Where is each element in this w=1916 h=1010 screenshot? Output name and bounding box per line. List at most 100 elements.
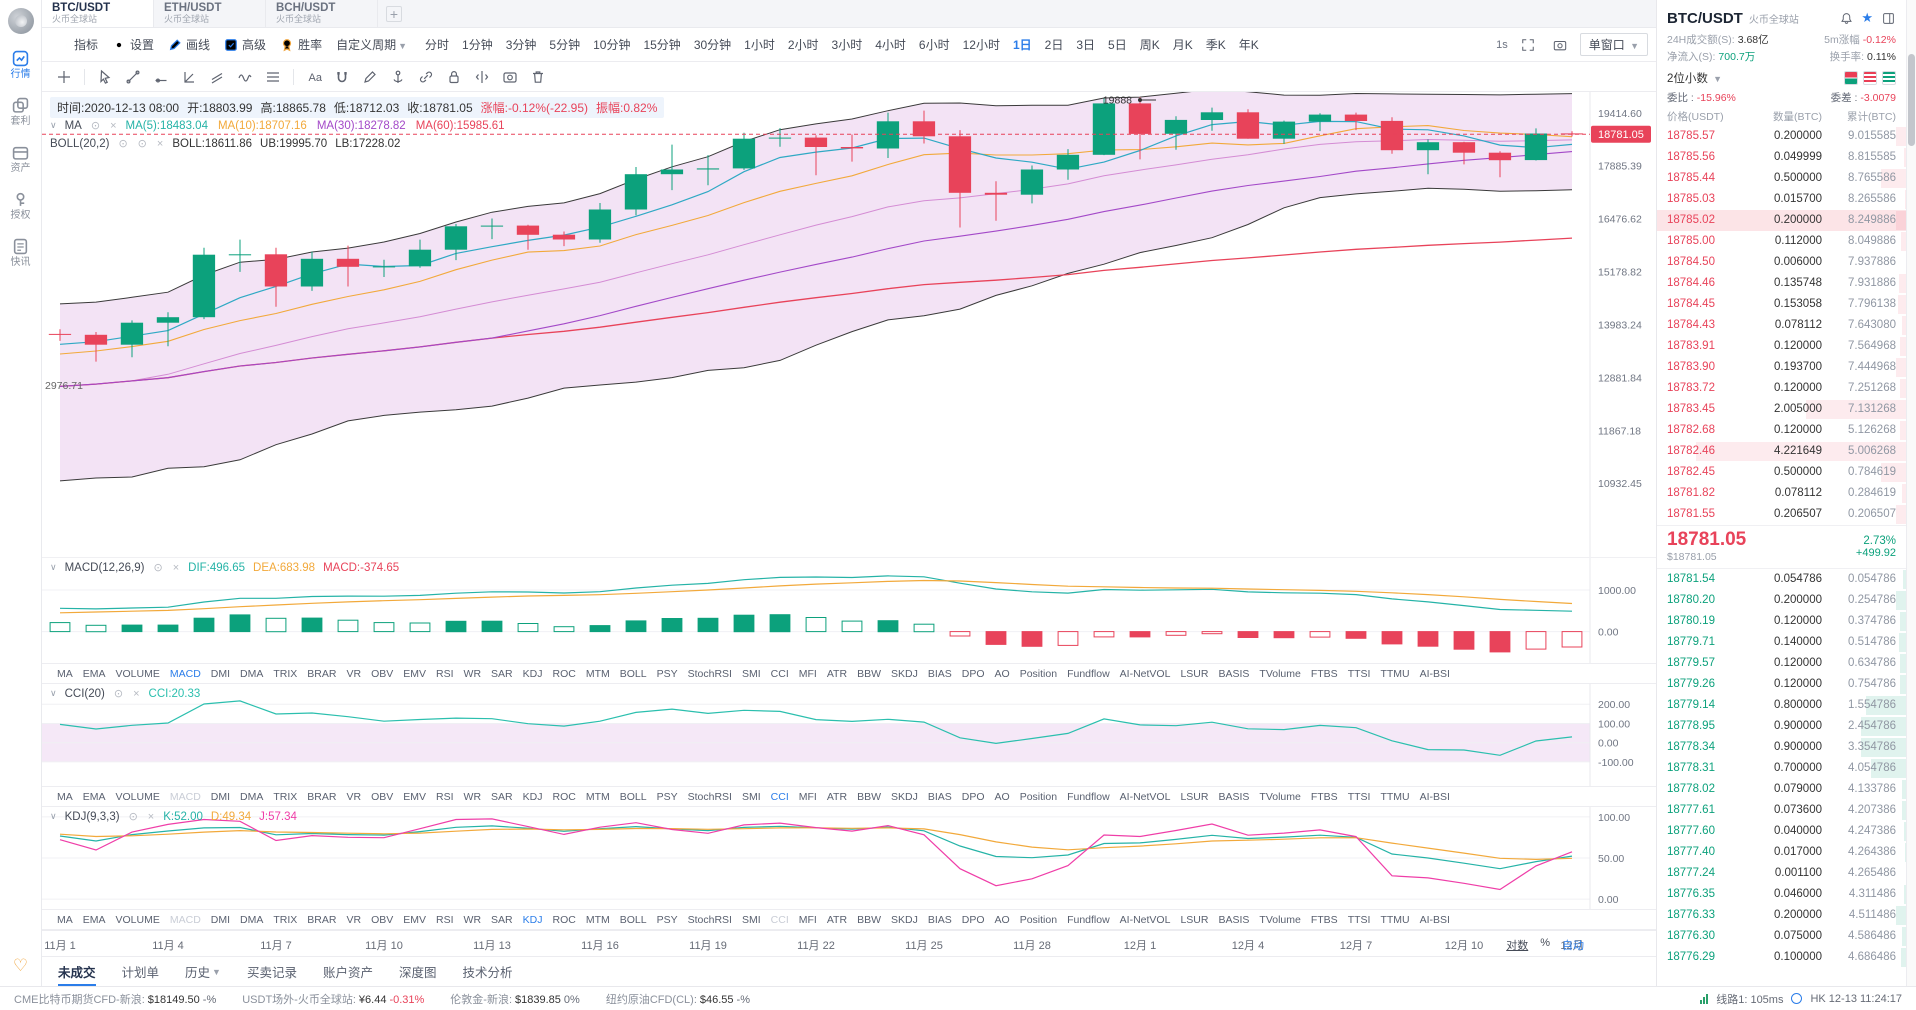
indicator-tab-MFI[interactable]: MFI xyxy=(798,913,817,926)
line-latency[interactable]: 线路1: 105ms xyxy=(1716,993,1784,1006)
fib-lines-icon[interactable] xyxy=(261,66,285,88)
candlestick-chart[interactable]: 19414.60 17885.39 16476.62 15178.82 13983.24… xyxy=(42,88,1656,557)
favorite-star-icon[interactable]: ★ xyxy=(1861,10,1873,25)
close-icon[interactable]: × xyxy=(133,687,140,700)
settings-dot-icon[interactable]: ⊙ xyxy=(137,138,147,150)
sidebar-item-authorize[interactable]: 授权 xyxy=(11,191,31,221)
indicator-tab-AI-NetVOL[interactable]: AI-NetVOL xyxy=(1119,913,1171,926)
ask-row[interactable]: 18785.57 0.200000 9.015585 xyxy=(1657,126,1906,147)
bid-row[interactable]: 18777.60 0.040000 4.247386 xyxy=(1657,821,1906,842)
link-icon[interactable] xyxy=(414,66,438,88)
indicator-tab-TVolume[interactable]: TVolume xyxy=(1259,913,1301,926)
ask-row[interactable]: 18782.68 0.120000 5.126268 xyxy=(1657,420,1906,441)
bid-row[interactable]: 18780.19 0.120000 0.374786 xyxy=(1657,611,1906,632)
indicator-tab-MTM[interactable]: MTM xyxy=(585,913,610,926)
indicator-tab-WR[interactable]: WR xyxy=(463,790,482,803)
ask-row[interactable]: 18783.72 0.120000 7.251268 xyxy=(1657,378,1906,399)
book-mode-both-icon[interactable] xyxy=(1844,70,1858,85)
indicator-tab-RSI[interactable]: RSI xyxy=(436,790,454,803)
screenshot-icon[interactable] xyxy=(1548,34,1572,56)
indicator-tab-MACD[interactable]: MACD xyxy=(169,790,201,803)
bottom-tab-计划单[interactable]: 计划单 xyxy=(121,966,160,980)
indicator-tab-EMA[interactable]: EMA xyxy=(82,790,106,803)
indicator-tab-AI-BSI[interactable]: AI-BSI xyxy=(1419,790,1450,803)
pen-icon[interactable] xyxy=(358,66,382,88)
ask-row[interactable]: 18782.45 0.500000 0.784619 xyxy=(1657,462,1906,483)
close-icon[interactable]: × xyxy=(110,119,117,132)
bottom-tab-账户资产[interactable]: 账户资产 xyxy=(322,966,373,980)
add-symbol-tab-button[interactable]: + xyxy=(386,5,402,22)
indicator-tab-Position[interactable]: Position xyxy=(1019,667,1058,680)
indicator-tab-Position[interactable]: Position xyxy=(1019,913,1058,926)
indicator-tab-BIAS[interactable]: BIAS xyxy=(927,667,952,680)
ask-row[interactable]: 18785.56 0.049999 8.815585 xyxy=(1657,147,1906,168)
bid-row[interactable]: 18779.71 0.140000 0.514786 xyxy=(1657,632,1906,653)
status-quote[interactable]: 伦敦金-新浪: $1839.85 0% xyxy=(450,993,580,1006)
period-2日[interactable]: 2日 xyxy=(1044,38,1064,52)
ask-row[interactable]: 18782.46 4.221649 5.006268 xyxy=(1657,441,1906,462)
macd-chart[interactable]: 1000.00 0.00 xyxy=(42,558,1656,663)
indicator-tab-CCI[interactable]: CCI xyxy=(770,667,789,680)
indicator-tab-ATR[interactable]: ATR xyxy=(826,790,848,803)
indicator-tab-KDJ[interactable]: KDJ xyxy=(522,790,543,803)
ask-row[interactable]: 18783.90 0.193700 7.444968 xyxy=(1657,357,1906,378)
eye-icon[interactable]: ⊙ xyxy=(153,562,163,574)
indicator-tab-TRIX[interactable]: TRIX xyxy=(273,790,298,803)
indicator-tab-DMA[interactable]: DMA xyxy=(240,790,264,803)
ray-icon[interactable] xyxy=(149,66,173,88)
period-周K[interactable]: 周K xyxy=(1139,38,1160,52)
period-3分钟[interactable]: 3分钟 xyxy=(505,38,537,52)
period-4小时[interactable]: 4小时 xyxy=(875,38,906,52)
symbol-tab-ETH-USDT[interactable]: ETH/USDT 火币全球站 xyxy=(154,0,266,27)
bottom-tab-买卖记录[interactable]: 买卖记录 xyxy=(246,966,297,980)
angle-icon[interactable] xyxy=(177,66,201,88)
bid-row[interactable]: 18778.02 0.079000 4.133786 xyxy=(1657,779,1906,800)
indicator-tab-AI-NetVOL[interactable]: AI-NetVOL xyxy=(1119,667,1171,680)
indicator-tab-VR[interactable]: VR xyxy=(346,790,362,803)
settings-button[interactable]: 设置 xyxy=(106,36,160,53)
cci-chart[interactable]: 200.00 100.00 0.00 -100.00 xyxy=(42,684,1656,786)
indicator-tab-MA[interactable]: MA xyxy=(57,913,73,926)
indicator-tab-AI-BSI[interactable]: AI-BSI xyxy=(1419,913,1450,926)
indicator-tab-DPO[interactable]: DPO xyxy=(961,667,985,680)
indicator-tab-BRAR[interactable]: BRAR xyxy=(307,667,337,680)
lock-icon[interactable] xyxy=(442,66,466,88)
bid-row[interactable]: 18778.31 0.700000 4.054786 xyxy=(1657,758,1906,779)
period-1日[interactable]: 1日 xyxy=(1012,38,1032,52)
panel-layout-icon[interactable] xyxy=(1880,7,1896,29)
window-mode-dropdown[interactable]: 单窗口 ▼ xyxy=(1579,33,1648,56)
indicator-tab-FTBS[interactable]: FTBS xyxy=(1310,790,1338,803)
indicator-tab-AI-BSI[interactable]: AI-BSI xyxy=(1419,667,1450,680)
pointer-icon[interactable] xyxy=(93,66,117,88)
decimals-dropdown[interactable]: 2位小数 ▼ xyxy=(1667,72,1723,85)
mirror-icon[interactable] xyxy=(470,66,494,88)
indicator-tab-MA[interactable]: MA xyxy=(57,667,73,680)
indicator-tab-SAR[interactable]: SAR xyxy=(491,913,513,926)
period-1分钟[interactable]: 1分钟 xyxy=(462,38,493,52)
kdj-pane[interactable]: 100.00 50.00 0.00 ∨ KDJ(9,3,3) ⊙ × K:52.00… xyxy=(42,807,1656,909)
indicator-tab-BASIS[interactable]: BASIS xyxy=(1218,667,1250,680)
indicator-tab-OBV[interactable]: OBV xyxy=(371,913,394,926)
indicator-tab-CCI[interactable]: CCI xyxy=(770,790,789,803)
ask-row[interactable]: 18783.91 0.120000 7.564968 xyxy=(1657,336,1906,357)
indicator-tab-EMA[interactable]: EMA xyxy=(82,913,106,926)
indicator-tab-OBV[interactable]: OBV xyxy=(371,667,394,680)
eye-icon[interactable]: ⊙ xyxy=(118,138,128,150)
crosshair-icon[interactable] xyxy=(52,66,76,88)
collapse-caret-icon[interactable]: ∨ xyxy=(50,811,57,821)
eye-icon[interactable]: ⊙ xyxy=(90,120,101,132)
sidebar-item-market[interactable]: 行情 xyxy=(11,50,31,80)
indicator-tab-SMI[interactable]: SMI xyxy=(741,913,761,926)
indicator-tab-AO[interactable]: AO xyxy=(994,667,1010,680)
indicator-tab-DPO[interactable]: DPO xyxy=(961,790,985,803)
indicator-tab-CCI[interactable]: CCI xyxy=(770,913,789,926)
bid-row[interactable]: 18776.35 0.046000 4.311486 xyxy=(1657,884,1906,905)
indicators-button[interactable]: 指标 xyxy=(50,36,104,53)
bid-row[interactable]: 18777.40 0.017000 4.264386 xyxy=(1667,842,1906,862)
indicator-tab-WR[interactable]: WR xyxy=(463,913,482,926)
indicator-tab-ATR[interactable]: ATR xyxy=(826,667,848,680)
indicator-tab-AO[interactable]: AO xyxy=(994,790,1010,803)
indicator-tab-VR[interactable]: VR xyxy=(346,667,362,680)
ask-row[interactable]: 18784.45 0.153058 7.796138 xyxy=(1657,294,1906,315)
bid-row[interactable]: 18776.29 0.100000 4.686486 xyxy=(1657,947,1906,968)
